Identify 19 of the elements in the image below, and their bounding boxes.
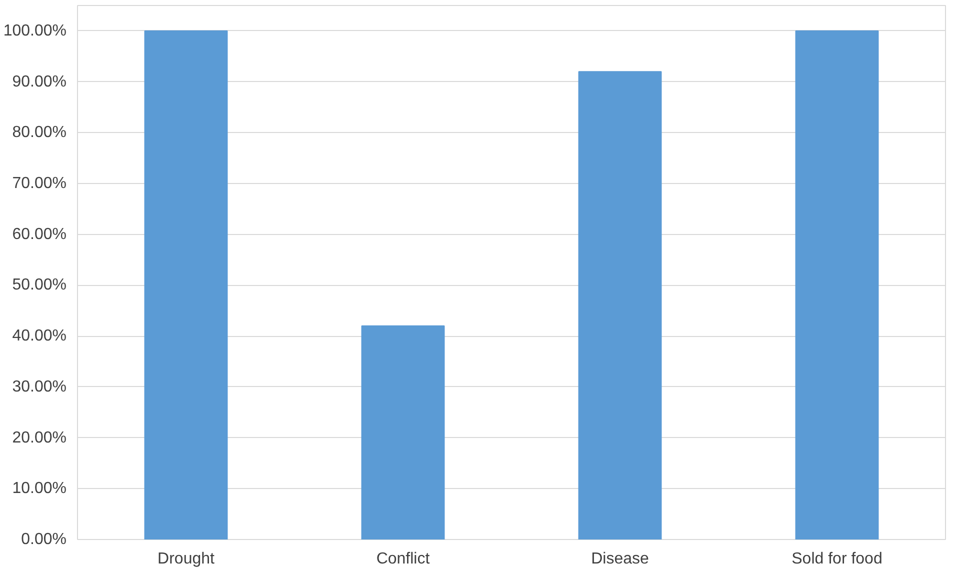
y-tick-label: 10.00% [12,480,66,498]
y-tick-label: 80.00% [12,124,66,142]
y-tick-label: 90.00% [12,73,66,90]
y-tick-label: 0.00% [21,531,67,548]
bar [361,325,445,540]
bar [144,30,228,540]
x-tick-label: Conflict [376,550,430,568]
y-tick-label: 100.00% [3,22,67,40]
y-tick-label: 70.00% [12,175,66,192]
y-tick-label: 60.00% [12,226,66,243]
x-tick-label: Drought [158,550,216,568]
y-tick-label: 40.00% [12,328,66,345]
y-tick-label: 30.00% [12,378,66,396]
x-tick-label: Disease [591,550,650,568]
y-tick-label: 50.00% [12,276,66,294]
y-tick-label: 20.00% [12,429,66,446]
bar [795,30,879,540]
x-tick-label: Sold for food [792,550,882,568]
bar [578,71,662,540]
